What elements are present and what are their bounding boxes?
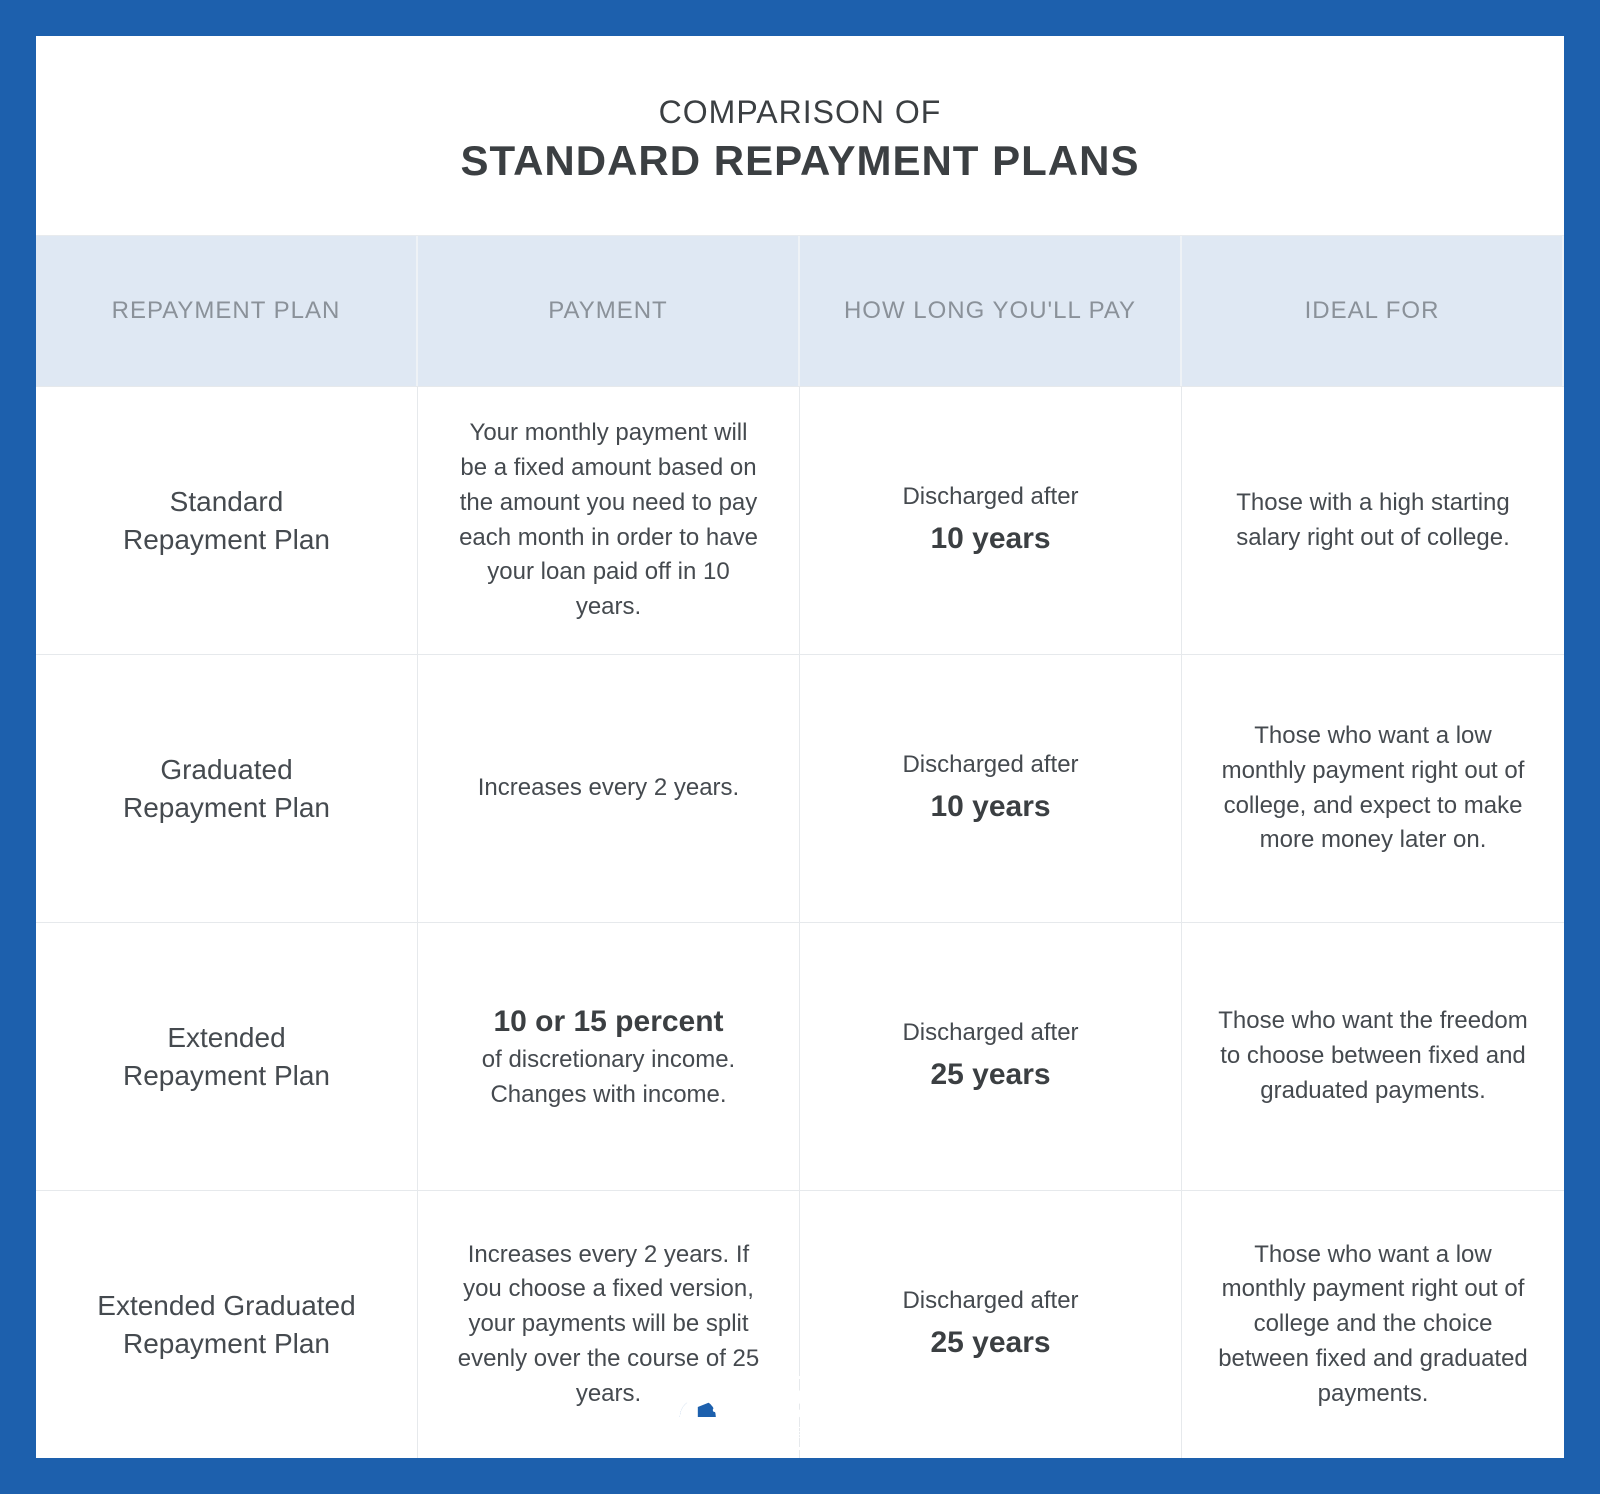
duration-cell: Discharged after 10 years	[800, 386, 1182, 654]
col-header-ideal: IDEAL FOR	[1182, 236, 1564, 386]
title-block: COMPARISON OF STANDARD REPAYMENT PLANS	[36, 36, 1564, 235]
card: COMPARISON OF STANDARD REPAYMENT PLANS R…	[36, 36, 1564, 1458]
payment-cell: 10 or 15 percent of discretionary income…	[418, 922, 800, 1190]
plan-name: Extended GraduatedRepayment Plan	[97, 1287, 355, 1363]
duration-bold: 10 years	[930, 785, 1050, 829]
col-header-duration: HOW LONG YOU'LL PAY	[800, 236, 1182, 386]
title-small: COMPARISON OF	[56, 94, 1544, 131]
payment-cell: Your monthly payment will be a fixed amo…	[418, 386, 800, 654]
ideal-cell: Those who want a low monthly payment rig…	[1182, 654, 1564, 922]
logo-box: USSLC US Student Loan Center	[742, 1376, 932, 1450]
table-row: StandardRepayment Plan	[36, 386, 418, 654]
duration-label: Discharged after	[902, 1016, 1078, 1051]
duration-label: Discharged after	[902, 748, 1078, 783]
ideal-text: Those who want the freedom to choose bet…	[1218, 1004, 1528, 1108]
duration-cell: Discharged after 25 years	[800, 922, 1182, 1190]
duration-bold: 25 years	[930, 1321, 1050, 1365]
duration-label: Discharged after	[902, 480, 1078, 515]
logo-main: USSLC	[761, 1383, 913, 1425]
ideal-text: Those who want a low monthly payment rig…	[1218, 719, 1528, 858]
graduate-icon	[668, 1383, 728, 1443]
title-big: STANDARD REPAYMENT PLANS	[56, 137, 1544, 185]
ideal-cell: Those with a high starting salary right …	[1182, 386, 1564, 654]
col-header-plan: REPAYMENT PLAN	[36, 236, 418, 386]
outer-frame: COMPARISON OF STANDARD REPAYMENT PLANS R…	[0, 0, 1600, 1494]
duration-cell: Discharged after 10 years	[800, 654, 1182, 922]
plan-name: GraduatedRepayment Plan	[123, 751, 330, 827]
comparison-table: REPAYMENT PLAN PAYMENT HOW LONG YOU'LL P…	[36, 235, 1564, 1458]
plan-name: StandardRepayment Plan	[123, 483, 330, 559]
logo-sub: US Student Loan Center	[777, 1427, 897, 1441]
payment-text: Increases every 2 years.	[478, 771, 739, 806]
payment-text: of discretionary income. Changes with in…	[454, 1043, 763, 1113]
payment-text: Your monthly payment will be a fixed amo…	[454, 416, 763, 625]
ideal-text: Those who want a low monthly payment rig…	[1218, 1238, 1528, 1412]
col-header-payment: PAYMENT	[418, 236, 800, 386]
duration-bold: 25 years	[930, 1053, 1050, 1097]
payment-bold: 10 or 15 percent	[493, 1000, 723, 1044]
duration-label: Discharged after	[902, 1284, 1078, 1319]
ideal-text: Those with a high starting salary right …	[1218, 486, 1528, 556]
table-row: ExtendedRepayment Plan	[36, 922, 418, 1190]
logo: USSLC US Student Loan Center	[668, 1376, 932, 1450]
ideal-cell: Those who want a low monthly payment rig…	[1182, 1190, 1564, 1458]
table-row: Extended GraduatedRepayment Plan	[36, 1190, 418, 1458]
duration-bold: 10 years	[930, 517, 1050, 561]
ideal-cell: Those who want the freedom to choose bet…	[1182, 922, 1564, 1190]
table-row: GraduatedRepayment Plan	[36, 654, 418, 922]
payment-cell: Increases every 2 years.	[418, 654, 800, 922]
plan-name: ExtendedRepayment Plan	[123, 1019, 330, 1095]
